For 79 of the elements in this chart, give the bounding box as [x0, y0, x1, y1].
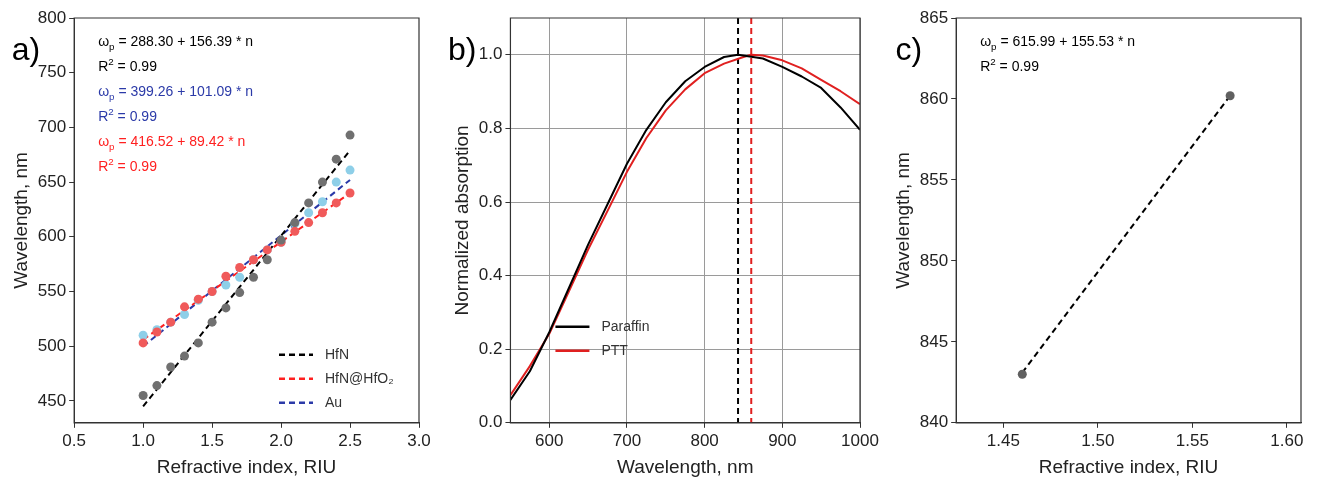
y-tick-label: 855	[919, 169, 949, 189]
point	[317, 208, 327, 218]
y-tick-label: 0.8	[478, 118, 503, 138]
point	[221, 280, 231, 290]
x-tick-label: 1000	[841, 430, 879, 450]
point	[345, 165, 355, 175]
x-tick-label: 0.5	[62, 430, 86, 450]
y-tick-label: 0.6	[478, 191, 503, 211]
point	[180, 309, 190, 319]
y-tick-label: 500	[37, 335, 67, 355]
legend-label: Au	[325, 393, 343, 410]
point	[235, 262, 245, 272]
point	[262, 255, 272, 265]
x-axis-title: Refractive index, RIU	[156, 455, 337, 477]
y-tick-label: 600	[37, 226, 67, 246]
point	[345, 130, 355, 140]
point	[166, 362, 176, 372]
y-tick-label: 700	[37, 117, 67, 137]
point	[248, 272, 258, 282]
x-tick-label: 1.45	[986, 430, 1020, 450]
y-tick-label: 450	[37, 390, 67, 410]
point	[290, 226, 300, 236]
point	[317, 197, 327, 207]
point	[193, 338, 203, 348]
point	[304, 198, 314, 208]
point	[331, 198, 341, 208]
x-tick-label: 1.0	[131, 430, 155, 450]
point	[221, 303, 231, 313]
y-axis-title: Wavelength, nm	[9, 152, 31, 289]
y-tick-label: 850	[919, 250, 949, 270]
x-tick-label: 800	[690, 430, 719, 450]
point	[180, 351, 190, 361]
x-tick-label: 1.60	[1270, 430, 1304, 450]
point	[138, 338, 148, 348]
x-tick-label: 700	[612, 430, 642, 450]
y-tick-label: 0.2	[478, 338, 503, 358]
y-tick-label: 1.0	[478, 44, 503, 64]
x-axis-title: Refractive index, RIU	[1038, 455, 1219, 477]
x-tick-label: 3.0	[407, 430, 431, 450]
y-tick-label: 750	[37, 62, 67, 82]
point	[221, 271, 231, 281]
point	[207, 317, 217, 327]
legend-label: PTT	[601, 341, 629, 358]
x-tick-label: 900	[768, 430, 797, 450]
chart-title: b)	[447, 31, 477, 67]
chart-title: c)	[895, 31, 923, 67]
y-tick-label: 800	[37, 7, 67, 27]
x-tick-label: 1.5	[200, 430, 224, 450]
point	[317, 177, 327, 187]
x-axis-title: Wavelength, nm	[616, 455, 754, 477]
point	[331, 154, 341, 164]
y-tick-label: 550	[37, 281, 67, 301]
y-axis-title: Wavelength, nm	[891, 152, 913, 289]
point	[345, 188, 355, 198]
x-tick-label: 2.0	[269, 430, 293, 450]
legend-label: Paraffin	[601, 317, 650, 334]
point	[304, 218, 314, 228]
x-tick-label: 1.50	[1081, 430, 1115, 450]
x-tick-label: 600	[535, 430, 564, 450]
point	[180, 302, 190, 312]
y-axis-title: Normalized absorption	[450, 125, 472, 316]
point	[235, 288, 245, 298]
legend-label: HfN	[325, 345, 350, 362]
point	[138, 390, 148, 400]
point	[331, 177, 341, 187]
point	[138, 330, 148, 340]
legend-label: HfN@HfO₂	[325, 369, 394, 386]
point	[304, 208, 314, 218]
y-tick-label: 0.0	[478, 412, 503, 432]
y-tick-label: 840	[919, 412, 949, 432]
point	[235, 272, 245, 282]
y-tick-label: 845	[919, 331, 949, 351]
y-tick-label: 865	[919, 7, 949, 27]
point	[152, 381, 162, 391]
x-tick-label: 1.55	[1175, 430, 1209, 450]
y-tick-label: 860	[919, 88, 949, 108]
y-tick-label: 650	[37, 171, 67, 191]
y-tick-label: 0.4	[478, 265, 503, 285]
x-tick-label: 2.5	[338, 430, 362, 450]
